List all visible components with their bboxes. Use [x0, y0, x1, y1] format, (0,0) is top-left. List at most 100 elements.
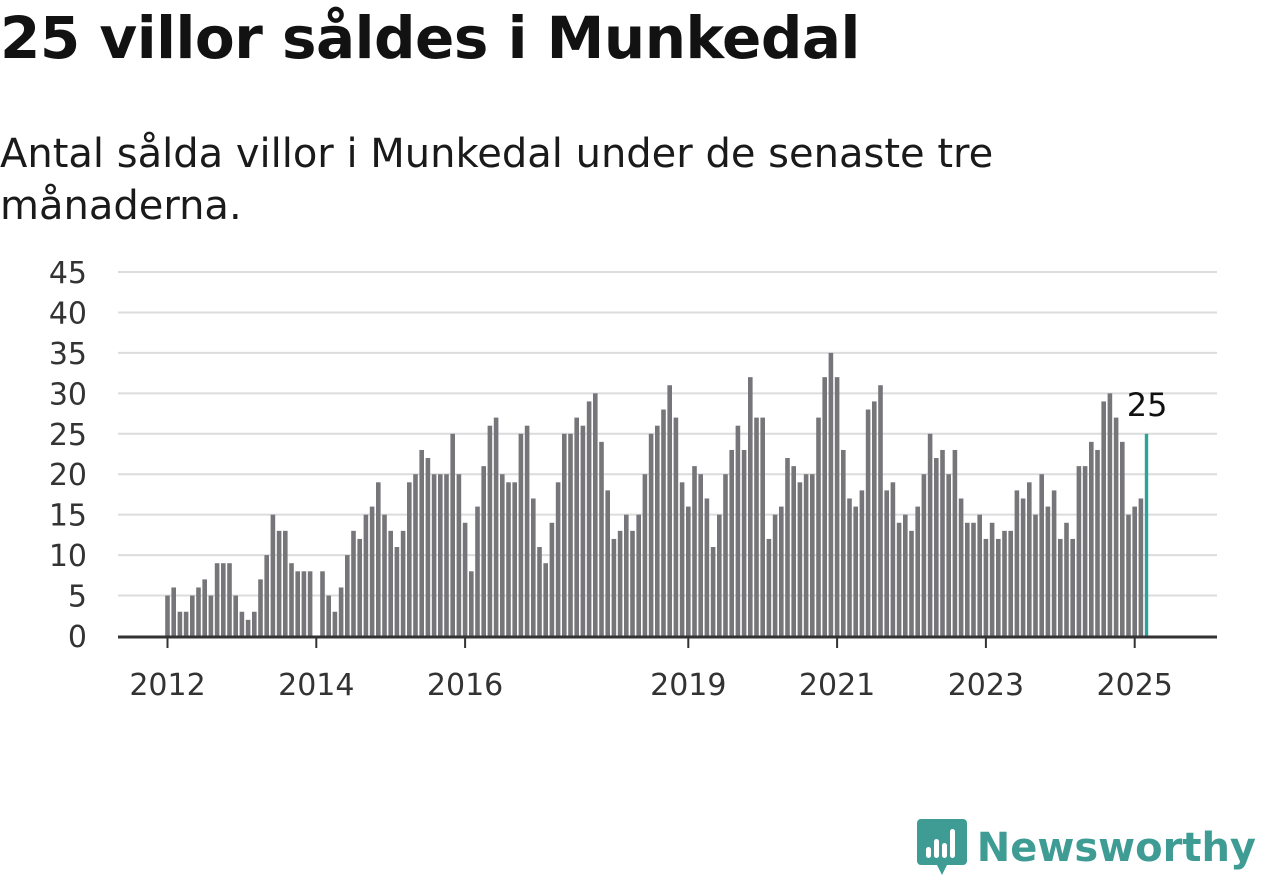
bar [996, 538, 1001, 636]
bar [1101, 401, 1106, 636]
chart-title: 25 villor såldes i Munkedal [0, 4, 860, 72]
bar [487, 425, 493, 636]
bar [748, 377, 753, 636]
bar [934, 458, 939, 636]
bar [413, 474, 418, 636]
bar [642, 474, 648, 636]
y-tick-label: 40 [49, 296, 87, 331]
bar [903, 514, 908, 636]
bar [183, 611, 189, 636]
bar [865, 409, 871, 636]
bar [283, 530, 288, 636]
bar [493, 417, 499, 636]
bar [586, 401, 592, 636]
bar [853, 506, 858, 636]
bar [698, 474, 703, 636]
bar [617, 530, 623, 636]
bar [673, 417, 679, 636]
y-axis-tick-labels: 0 5 10 15 20 25 30 35 40 45 [49, 256, 87, 655]
bar [760, 417, 765, 636]
bar [1113, 417, 1119, 636]
bar [766, 538, 772, 636]
bar [264, 555, 269, 636]
y-tick-label: 5 [68, 580, 87, 615]
bar [779, 506, 784, 636]
bar [338, 587, 344, 636]
newsworthy-logo: Newsworthy [916, 819, 1256, 877]
bar [667, 385, 672, 636]
bar [599, 441, 604, 636]
x-tick-label: 2012 [129, 668, 205, 703]
bar [549, 522, 555, 636]
bar [1107, 393, 1113, 636]
x-tick-label: 2016 [427, 668, 503, 703]
chart-subtitle: Antal sålda villor i Munkedal under de s… [0, 131, 994, 229]
bar [258, 579, 263, 636]
bar [605, 490, 610, 636]
bar [872, 401, 877, 636]
bar [884, 490, 889, 636]
bar [512, 482, 517, 636]
bar [214, 563, 220, 636]
bar [270, 514, 276, 636]
bar [382, 514, 387, 636]
bar [500, 474, 505, 636]
bar [562, 433, 567, 636]
bar [772, 514, 778, 636]
x-tick-label: 2021 [799, 668, 875, 703]
bar [320, 571, 325, 636]
bar [221, 563, 226, 636]
bar [661, 409, 666, 636]
bar [295, 571, 300, 636]
bar [1076, 466, 1082, 636]
bar [704, 498, 710, 636]
bar [859, 490, 865, 636]
bar [791, 466, 796, 636]
bar [958, 498, 964, 636]
bar [1014, 490, 1020, 636]
y-tick-label: 30 [49, 377, 87, 412]
bar [239, 611, 245, 636]
bar [177, 611, 183, 636]
bar [574, 417, 579, 636]
bar [431, 474, 437, 636]
y-tick-label: 25 [49, 418, 87, 453]
bar [648, 433, 654, 636]
bar [301, 571, 307, 636]
bar [977, 514, 982, 636]
bar [481, 466, 486, 636]
bar [233, 595, 238, 636]
bar [190, 595, 195, 636]
bar [1082, 466, 1088, 636]
bar [915, 506, 920, 636]
bar [611, 538, 617, 636]
bar [1058, 538, 1063, 636]
bar [1132, 506, 1137, 636]
bar [345, 555, 350, 636]
bar [1064, 522, 1069, 636]
bar [593, 393, 598, 636]
bar [952, 449, 958, 636]
bar [797, 482, 803, 636]
bar [729, 449, 734, 636]
bar [686, 506, 691, 636]
bar [965, 522, 970, 636]
bar [351, 530, 356, 636]
bar [425, 458, 431, 636]
bar [816, 417, 821, 636]
bar [754, 417, 759, 636]
bar [227, 563, 232, 636]
bar [989, 522, 995, 636]
bar [376, 482, 381, 636]
bar [518, 433, 524, 636]
y-tick-label: 20 [49, 458, 87, 493]
bar [896, 522, 902, 636]
bar [735, 425, 741, 636]
bar [1051, 490, 1057, 636]
bar [394, 547, 400, 636]
bar [679, 482, 685, 636]
bar [475, 506, 480, 636]
bar [1138, 498, 1144, 636]
x-tick-label: 2019 [650, 668, 726, 703]
bar [388, 530, 393, 636]
